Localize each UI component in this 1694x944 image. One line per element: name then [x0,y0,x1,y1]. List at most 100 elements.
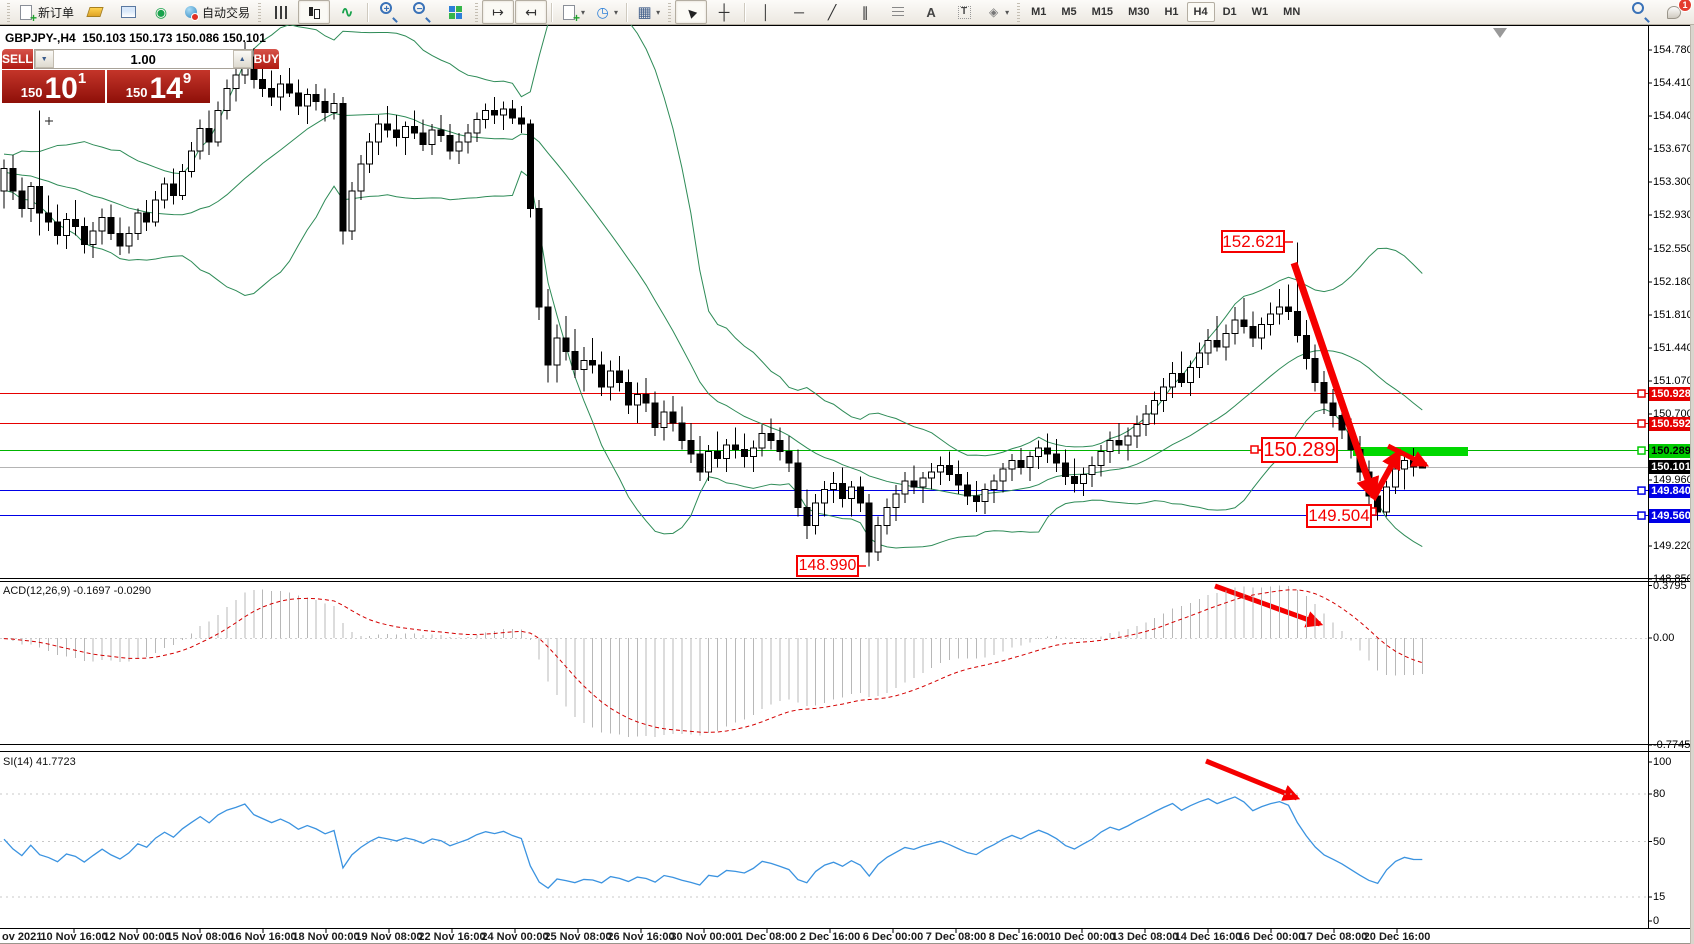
bar-chart-button[interactable] [265,0,297,24]
buy-price[interactable]: 150 14 9 [107,70,210,104]
candlestick [196,127,204,152]
auto-scroll-button[interactable]: ↦ [482,0,515,24]
sell-price[interactable]: 150 10 1 [2,70,105,104]
auto-trading-button[interactable]: 自动交易 [178,0,254,24]
toolbar-grip [7,2,10,22]
clock-icon: ◷ [596,4,609,20]
shapes-button[interactable]: ◈ ▾ [981,0,1013,24]
trend-arrow[interactable] [1214,583,1324,628]
time-label: 1 Dec 08:00 [736,931,798,943]
shapes-icon: ◈ [988,5,999,19]
annotation-bottom-price[interactable]: 148.990 [796,555,859,577]
line-chart-button[interactable]: ∿ [331,0,363,24]
candlestick [901,480,909,495]
trend-arrow[interactable] [1205,758,1301,801]
candlestick [321,101,329,113]
vertical-line-button[interactable]: │ [750,0,782,24]
candlestick [1284,306,1292,312]
cursor-button[interactable]: ▶ [675,0,708,24]
tab-timeframe-M30[interactable]: M30 [1128,6,1150,18]
candlestick [1258,324,1266,339]
templates-button[interactable]: ▦ ▾ [632,0,664,24]
time-label: 16 Dec 00:00 [1237,931,1305,943]
sell-button[interactable]: SELL [2,49,33,69]
candlestick [455,141,463,152]
trend-arrow[interactable] [1290,261,1380,502]
candlestick [1088,465,1096,476]
candlestick [526,123,534,210]
tab-timeframe-MN[interactable]: MN [1283,6,1301,18]
fibonacci-button[interactable] [882,0,914,24]
crosshair-icon: ┼ [718,3,730,21]
new-order-button[interactable]: 新订单 [14,0,78,24]
buy-button[interactable]: BUY [253,49,280,69]
price-tick-label: 151.440 [1653,341,1693,354]
price-chip-anchor [1637,511,1646,520]
crosshair-button[interactable]: ┼ [708,0,740,24]
chart-shift-marker[interactable] [1493,28,1507,38]
candlestick [999,468,1007,482]
volume-input[interactable] [53,50,233,68]
vertical-line-icon: │ [761,4,771,20]
bar-chart-icon [273,4,290,21]
candlestick [1231,319,1239,335]
new-chart-button[interactable]: ▾ [557,0,589,24]
candlestick [375,123,383,143]
search-button[interactable] [1625,0,1657,24]
volume-increase-button[interactable]: ▲ [232,50,252,68]
search-icon [1630,1,1652,23]
candlestick [384,123,392,131]
candlestick [1026,456,1034,468]
periodicity-button[interactable]: ◷ ▾ [590,0,622,24]
candlestick [749,447,757,458]
candlestick [865,502,873,553]
eraser-button[interactable] [79,0,111,24]
chart-canvas[interactable] [0,25,1694,944]
equidistant-channel-button[interactable]: ∥ [849,0,881,24]
candlestick [580,359,588,370]
annotation-mid-price[interactable]: 150.289 [1261,437,1338,463]
tab-timeframe-H1[interactable]: H1 [1164,6,1179,18]
candlestick [633,393,641,406]
time-label: 18 Nov 00:00 [292,931,360,943]
annotation-swing-low-price[interactable]: 149.504 [1306,504,1372,528]
rsi-tick-label: 80 [1653,787,1666,800]
tab-timeframe-M15[interactable]: M15 [1091,6,1114,18]
price-tick-label: 152.930 [1653,208,1693,221]
tab-timeframe-D1[interactable]: D1 [1222,6,1237,18]
text-button[interactable]: A [915,0,947,24]
trend-arrow[interactable] [1370,448,1402,501]
signals-button[interactable]: ◉ [145,0,177,24]
candlestick [54,221,62,236]
candlestick [1079,474,1087,484]
text-label-button[interactable]: T [948,0,980,24]
macd-tick-label: -0.7745 [1653,738,1691,751]
zoom-out-button[interactable]: − [406,0,438,24]
candlestick [366,141,374,165]
candlestick-chart-button[interactable] [298,0,331,24]
volume-decrease-button[interactable]: ▼ [34,50,54,68]
rsi-tick-label: 50 [1653,835,1666,848]
chart-snapshot-button[interactable] [112,0,144,24]
annotation-peak-price[interactable]: 152.621 [1221,230,1285,253]
tile-windows-button[interactable] [439,0,471,24]
time-label: 13 Dec 08:00 [1111,931,1179,943]
candlestick [1160,386,1168,402]
zoom-in-button[interactable]: + [373,0,405,24]
candlestick [535,208,543,308]
notifications-button[interactable]: 1 [1658,0,1692,24]
tab-timeframe-H4[interactable]: H4 [1186,2,1215,22]
tile-windows-icon [447,4,464,21]
candlestick [401,126,409,138]
candlestick [1097,450,1105,467]
tab-timeframe-W1[interactable]: W1 [1251,6,1269,18]
tab-timeframe-M5[interactable]: M5 [1061,6,1077,18]
horizontal-line-button[interactable]: ─ [783,0,815,24]
candlestick [1267,313,1275,326]
candlestick [776,440,784,452]
tab-timeframe-M1[interactable]: M1 [1031,6,1047,18]
chart-shift-button[interactable]: ↤ [515,0,548,24]
trendline-button[interactable]: ╱ [816,0,848,24]
trendline-icon: ╱ [827,4,837,20]
trend-arrow[interactable] [1386,443,1430,468]
